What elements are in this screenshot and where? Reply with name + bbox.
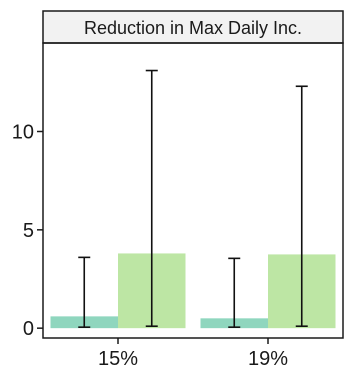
y-tick-label: 5 <box>23 220 34 242</box>
plot-panel <box>42 42 344 339</box>
title-strip <box>42 10 344 44</box>
chart-title: Reduction in Max Daily Inc. <box>84 18 302 38</box>
x-tick-label: 19% <box>248 348 288 370</box>
x-tick-label: 15% <box>98 348 138 370</box>
y-tick-label: 10 <box>12 122 34 144</box>
y-tick-label: 0 <box>23 318 34 340</box>
